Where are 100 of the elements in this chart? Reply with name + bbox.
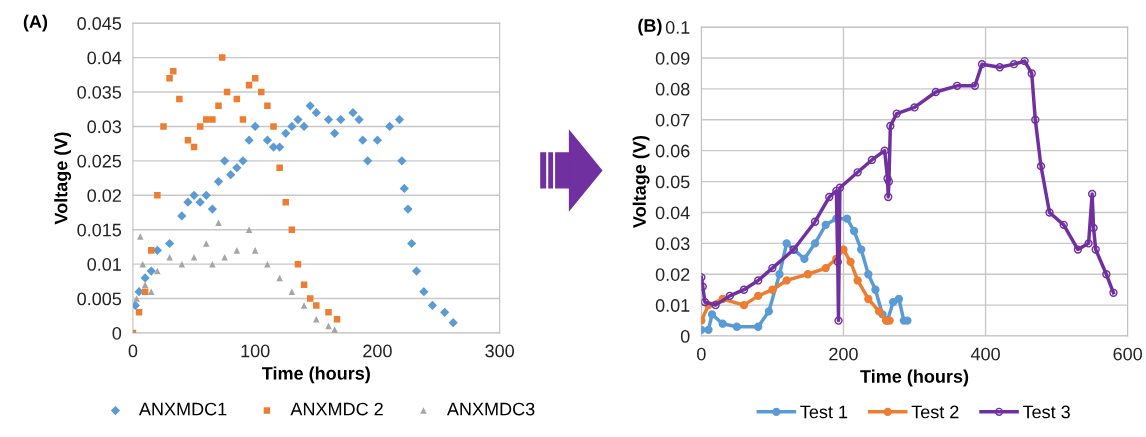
y-tick-label: 0.06	[655, 144, 690, 158]
point	[1009, 60, 1019, 69]
point	[233, 247, 241, 254]
point	[768, 285, 777, 294]
point	[330, 128, 340, 138]
point	[141, 288, 149, 295]
point	[407, 238, 417, 249]
point	[177, 211, 187, 221]
point	[203, 240, 210, 247]
y-tick-label: 0	[680, 329, 690, 343]
point	[704, 325, 713, 335]
point	[264, 102, 271, 110]
point	[952, 81, 962, 90]
point	[825, 192, 834, 202]
y-axis-title: Voltage (V)	[632, 135, 650, 228]
point	[201, 190, 211, 200]
legend-label: Test 1	[800, 405, 848, 419]
point	[135, 309, 143, 316]
point	[739, 300, 749, 310]
point	[739, 285, 749, 294]
y-tick-label: 0.07	[655, 113, 690, 127]
point	[833, 257, 842, 267]
point	[190, 254, 198, 261]
point	[1073, 245, 1083, 254]
point	[372, 135, 383, 145]
y-tick-label: 0.08	[655, 82, 690, 96]
point	[810, 239, 820, 248]
point	[139, 260, 146, 268]
point	[348, 108, 358, 118]
point	[282, 198, 289, 206]
point	[397, 156, 407, 166]
point	[764, 307, 774, 316]
point	[251, 247, 259, 254]
legend-label: Test 2	[911, 405, 959, 419]
point	[385, 121, 395, 132]
point	[226, 170, 236, 180]
y-tick-label: 0.03	[655, 237, 690, 251]
point	[931, 87, 940, 97]
point	[363, 156, 373, 166]
point	[166, 254, 173, 261]
point	[213, 176, 224, 187]
point	[305, 101, 315, 111]
point	[1027, 69, 1036, 78]
point	[718, 319, 727, 328]
point	[189, 190, 199, 200]
point	[221, 254, 228, 261]
point	[331, 326, 338, 333]
point	[910, 103, 919, 112]
y-tick-label: 0.025	[77, 154, 122, 168]
point	[448, 318, 458, 328]
point	[835, 183, 845, 192]
y-tick-label: 0.04	[655, 206, 690, 220]
point	[325, 309, 332, 316]
x-tick-label: 0	[697, 347, 706, 361]
point	[440, 307, 450, 317]
y-tick-label: 0	[112, 326, 122, 340]
point	[244, 135, 254, 145]
point	[160, 123, 167, 130]
point	[203, 116, 210, 123]
y-axis-title: Voltage (V)	[54, 132, 72, 225]
point	[884, 192, 893, 202]
point	[195, 197, 205, 207]
point	[133, 295, 140, 302]
point	[894, 294, 904, 304]
point	[782, 276, 791, 285]
x-tick-label: 300	[485, 344, 515, 358]
point	[810, 217, 820, 226]
point	[732, 322, 742, 331]
point	[775, 270, 784, 279]
point	[892, 109, 901, 118]
point	[137, 233, 144, 240]
legend-label: ANXMDC3	[446, 402, 535, 416]
point	[270, 123, 277, 130]
point	[995, 63, 1004, 72]
point	[300, 302, 308, 309]
point	[1087, 189, 1097, 199]
point	[250, 121, 260, 132]
point	[1084, 239, 1093, 248]
point	[140, 273, 150, 283]
point	[754, 291, 763, 301]
point	[170, 68, 177, 75]
point	[1109, 288, 1118, 297]
x-axis-title: Time (hours)	[860, 369, 969, 387]
point	[427, 300, 438, 311]
point	[276, 274, 283, 282]
y-tick-label: 0.01	[655, 299, 690, 312]
point	[313, 302, 320, 309]
point	[754, 322, 763, 331]
point	[258, 88, 265, 96]
point	[1045, 208, 1054, 217]
point	[411, 266, 422, 276]
x-tick-label: 600	[1113, 347, 1143, 361]
point	[803, 270, 813, 279]
point	[1036, 161, 1046, 171]
point	[849, 226, 859, 236]
point	[245, 226, 253, 233]
point	[846, 257, 855, 267]
point	[1102, 270, 1111, 279]
point	[239, 116, 247, 123]
point	[232, 163, 242, 173]
